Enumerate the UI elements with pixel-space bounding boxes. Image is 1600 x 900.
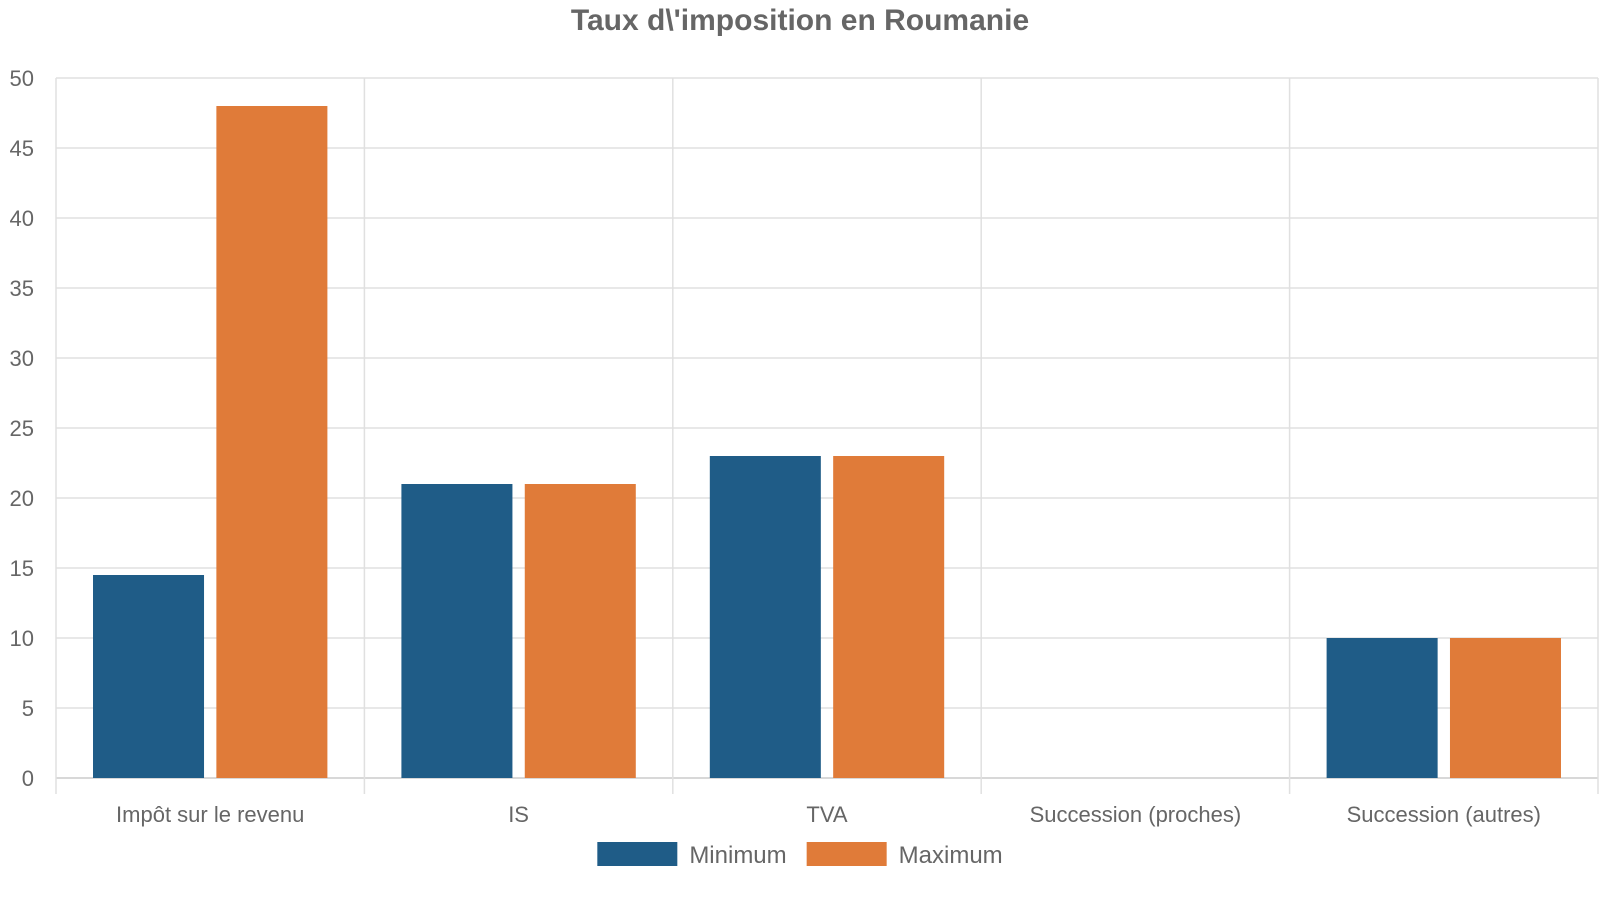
- y-tick-label: 10: [10, 626, 34, 651]
- x-axis-ticks: Impôt sur le revenu IS TVA Succession (proc…: [116, 802, 1541, 827]
- bar-minimum-4[interactable]: [1326, 638, 1438, 778]
- y-tick-label: 40: [10, 206, 34, 231]
- bar-maximum-2[interactable]: [833, 456, 945, 778]
- bar-minimum-0[interactable]: [93, 575, 205, 778]
- legend-label: Maximum: [899, 842, 1003, 869]
- legend-item-maximum[interactable]: Maximum: [806, 842, 1003, 869]
- x-tick-label: Impôt sur le revenu: [116, 802, 304, 827]
- y-tick-label: 50: [10, 66, 34, 91]
- legend-swatch: [597, 842, 678, 866]
- bar-maximum-4[interactable]: [1449, 638, 1561, 778]
- legend-swatch: [806, 842, 887, 866]
- bar-maximum-1[interactable]: [524, 484, 636, 778]
- y-axis-ticks: 0 5 10 15 20 25 30 35 40 45 50: [10, 66, 34, 791]
- y-tick-label: 20: [10, 486, 34, 511]
- y-tick-label: 45: [10, 136, 34, 161]
- legend-item-minimum[interactable]: Minimum: [597, 842, 787, 869]
- x-tick-label: IS: [508, 802, 529, 827]
- x-tick-label: Succession (autres): [1347, 802, 1541, 827]
- y-tick-label: 5: [22, 696, 34, 721]
- y-tick-label: 35: [10, 276, 34, 301]
- y-tick-label: 25: [10, 416, 34, 441]
- x-tick-label: TVA: [806, 802, 847, 827]
- legend-label: Minimum: [689, 842, 786, 869]
- x-tick-label: Succession (proches): [1030, 802, 1242, 827]
- chart-title: Taux d\'imposition en Roumanie: [571, 4, 1029, 37]
- bar-maximum-0[interactable]: [216, 106, 328, 778]
- bar-minimum-1[interactable]: [401, 484, 513, 778]
- legend[interactable]: Minimum Maximum: [597, 842, 1003, 869]
- y-tick-label: 0: [22, 766, 34, 791]
- bars: [93, 106, 1561, 778]
- y-tick-label: 30: [10, 346, 34, 371]
- y-tick-label: 15: [10, 556, 34, 581]
- bar-minimum-2[interactable]: [709, 456, 821, 778]
